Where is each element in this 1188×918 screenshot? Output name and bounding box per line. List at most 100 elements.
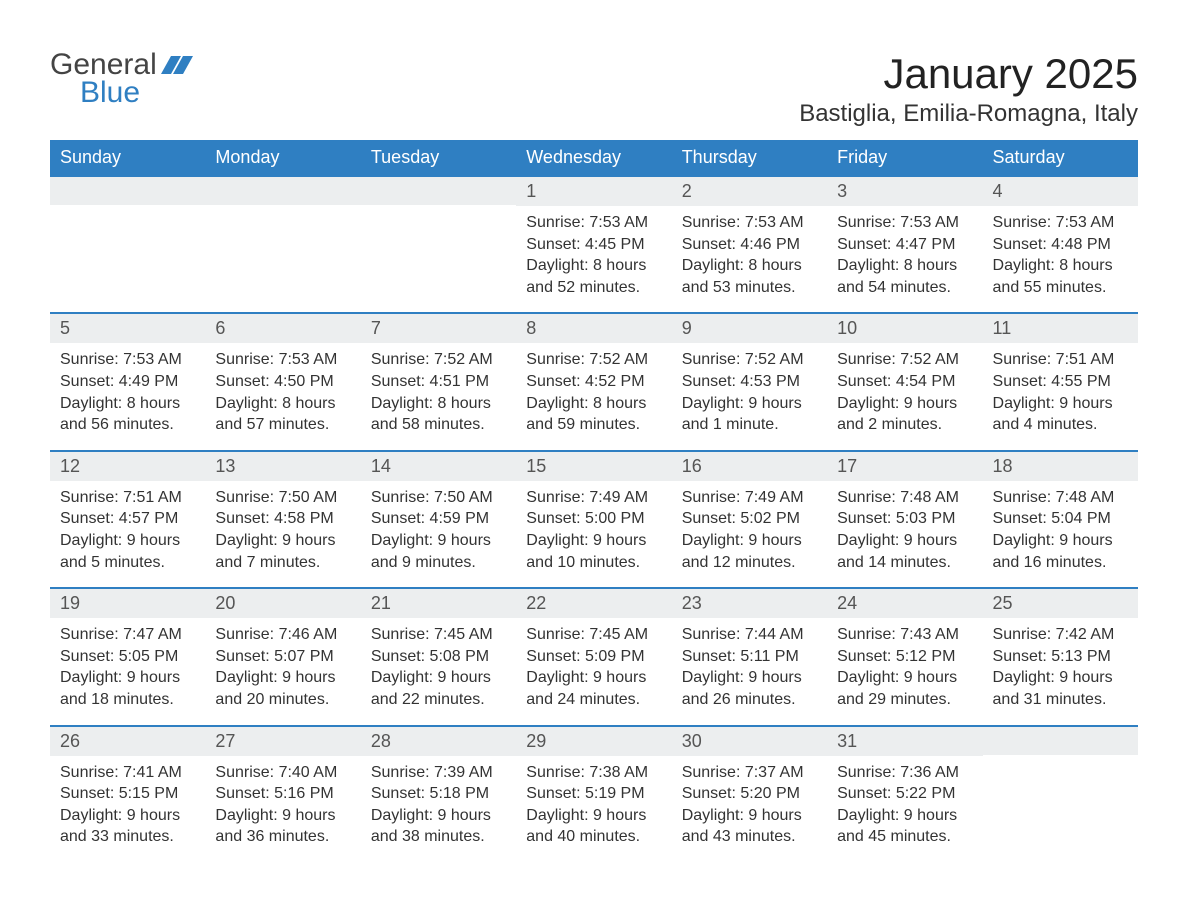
day-cell: 22Sunrise: 7:45 AMSunset: 5:09 PMDayligh… <box>516 589 671 724</box>
day-body: Sunrise: 7:52 AMSunset: 4:52 PMDaylight:… <box>516 343 671 435</box>
day-header-row: SundayMondayTuesdayWednesdayThursdayFrid… <box>50 140 1138 175</box>
day-cell: 6Sunrise: 7:53 AMSunset: 4:50 PMDaylight… <box>205 314 360 449</box>
day-body: Sunrise: 7:41 AMSunset: 5:15 PMDaylight:… <box>50 756 205 848</box>
sunset-text: Sunset: 4:46 PM <box>682 234 817 256</box>
daylight-text: Daylight: 9 hours and 18 minutes. <box>60 667 195 710</box>
day-number: 11 <box>983 314 1138 343</box>
daylight-text: Daylight: 9 hours and 40 minutes. <box>526 805 661 848</box>
week-row: 26Sunrise: 7:41 AMSunset: 5:15 PMDayligh… <box>50 725 1138 862</box>
day-number: 28 <box>361 727 516 756</box>
day-number: 9 <box>672 314 827 343</box>
day-body: Sunrise: 7:49 AMSunset: 5:02 PMDaylight:… <box>672 481 827 573</box>
day-cell: 2Sunrise: 7:53 AMSunset: 4:46 PMDaylight… <box>672 177 827 312</box>
day-cell <box>205 177 360 312</box>
day-number: 16 <box>672 452 827 481</box>
sunrise-text: Sunrise: 7:45 AM <box>526 624 661 646</box>
sunset-text: Sunset: 4:57 PM <box>60 508 195 530</box>
day-number: 19 <box>50 589 205 618</box>
day-body: Sunrise: 7:47 AMSunset: 5:05 PMDaylight:… <box>50 618 205 710</box>
daylight-text: Daylight: 9 hours and 14 minutes. <box>837 530 972 573</box>
daylight-text: Daylight: 9 hours and 26 minutes. <box>682 667 817 710</box>
sunrise-text: Sunrise: 7:49 AM <box>682 487 817 509</box>
day-cell: 30Sunrise: 7:37 AMSunset: 5:20 PMDayligh… <box>672 727 827 862</box>
sunset-text: Sunset: 4:58 PM <box>215 508 350 530</box>
sunrise-text: Sunrise: 7:52 AM <box>526 349 661 371</box>
sunrise-text: Sunrise: 7:44 AM <box>682 624 817 646</box>
day-number: 4 <box>983 177 1138 206</box>
daylight-text: Daylight: 9 hours and 7 minutes. <box>215 530 350 573</box>
sunset-text: Sunset: 5:08 PM <box>371 646 506 668</box>
sunset-text: Sunset: 5:18 PM <box>371 783 506 805</box>
day-body: Sunrise: 7:43 AMSunset: 5:12 PMDaylight:… <box>827 618 982 710</box>
daylight-text: Daylight: 8 hours and 52 minutes. <box>526 255 661 298</box>
day-cell <box>50 177 205 312</box>
day-body: Sunrise: 7:50 AMSunset: 4:58 PMDaylight:… <box>205 481 360 573</box>
sunrise-text: Sunrise: 7:52 AM <box>837 349 972 371</box>
sunrise-text: Sunrise: 7:40 AM <box>215 762 350 784</box>
day-cell: 20Sunrise: 7:46 AMSunset: 5:07 PMDayligh… <box>205 589 360 724</box>
day-header-cell: Thursday <box>672 140 827 175</box>
day-number: 21 <box>361 589 516 618</box>
sunrise-text: Sunrise: 7:36 AM <box>837 762 972 784</box>
sunrise-text: Sunrise: 7:52 AM <box>371 349 506 371</box>
daylight-text: Daylight: 9 hours and 22 minutes. <box>371 667 506 710</box>
day-number: 7 <box>361 314 516 343</box>
daylight-text: Daylight: 9 hours and 43 minutes. <box>682 805 817 848</box>
sunset-text: Sunset: 5:04 PM <box>993 508 1128 530</box>
day-cell: 25Sunrise: 7:42 AMSunset: 5:13 PMDayligh… <box>983 589 1138 724</box>
logo-flag-icon <box>161 50 195 80</box>
sunset-text: Sunset: 4:50 PM <box>215 371 350 393</box>
sunrise-text: Sunrise: 7:53 AM <box>682 212 817 234</box>
day-number: 3 <box>827 177 982 206</box>
calendar: SundayMondayTuesdayWednesdayThursdayFrid… <box>50 140 1138 862</box>
day-number <box>50 177 205 205</box>
day-number: 6 <box>205 314 360 343</box>
day-number: 25 <box>983 589 1138 618</box>
day-body: Sunrise: 7:53 AMSunset: 4:50 PMDaylight:… <box>205 343 360 435</box>
sunset-text: Sunset: 5:12 PM <box>837 646 972 668</box>
daylight-text: Daylight: 8 hours and 53 minutes. <box>682 255 817 298</box>
day-body: Sunrise: 7:51 AMSunset: 4:57 PMDaylight:… <box>50 481 205 573</box>
day-body: Sunrise: 7:40 AMSunset: 5:16 PMDaylight:… <box>205 756 360 848</box>
day-number: 29 <box>516 727 671 756</box>
sunrise-text: Sunrise: 7:51 AM <box>60 487 195 509</box>
day-number: 22 <box>516 589 671 618</box>
day-header-cell: Sunday <box>50 140 205 175</box>
weeks-container: 1Sunrise: 7:53 AMSunset: 4:45 PMDaylight… <box>50 175 1138 862</box>
logo-text-blue: Blue <box>80 78 195 108</box>
sunrise-text: Sunrise: 7:37 AM <box>682 762 817 784</box>
day-cell: 3Sunrise: 7:53 AMSunset: 4:47 PMDaylight… <box>827 177 982 312</box>
sunrise-text: Sunrise: 7:50 AM <box>371 487 506 509</box>
page-header: General Blue January 2025 Bastiglia, Emi… <box>50 50 1138 128</box>
day-body: Sunrise: 7:51 AMSunset: 4:55 PMDaylight:… <box>983 343 1138 435</box>
sunset-text: Sunset: 5:16 PM <box>215 783 350 805</box>
daylight-text: Daylight: 8 hours and 59 minutes. <box>526 393 661 436</box>
day-body: Sunrise: 7:36 AMSunset: 5:22 PMDaylight:… <box>827 756 982 848</box>
sunset-text: Sunset: 4:47 PM <box>837 234 972 256</box>
sunrise-text: Sunrise: 7:43 AM <box>837 624 972 646</box>
sunset-text: Sunset: 4:52 PM <box>526 371 661 393</box>
sunrise-text: Sunrise: 7:53 AM <box>526 212 661 234</box>
day-cell: 29Sunrise: 7:38 AMSunset: 5:19 PMDayligh… <box>516 727 671 862</box>
sunset-text: Sunset: 4:54 PM <box>837 371 972 393</box>
sunset-text: Sunset: 4:53 PM <box>682 371 817 393</box>
day-cell: 17Sunrise: 7:48 AMSunset: 5:03 PMDayligh… <box>827 452 982 587</box>
day-number: 30 <box>672 727 827 756</box>
daylight-text: Daylight: 9 hours and 29 minutes. <box>837 667 972 710</box>
day-cell: 9Sunrise: 7:52 AMSunset: 4:53 PMDaylight… <box>672 314 827 449</box>
sunrise-text: Sunrise: 7:48 AM <box>993 487 1128 509</box>
day-number: 26 <box>50 727 205 756</box>
daylight-text: Daylight: 9 hours and 33 minutes. <box>60 805 195 848</box>
day-cell: 21Sunrise: 7:45 AMSunset: 5:08 PMDayligh… <box>361 589 516 724</box>
day-header-cell: Wednesday <box>516 140 671 175</box>
daylight-text: Daylight: 9 hours and 1 minute. <box>682 393 817 436</box>
daylight-text: Daylight: 8 hours and 56 minutes. <box>60 393 195 436</box>
sunrise-text: Sunrise: 7:49 AM <box>526 487 661 509</box>
day-number: 14 <box>361 452 516 481</box>
day-body: Sunrise: 7:48 AMSunset: 5:04 PMDaylight:… <box>983 481 1138 573</box>
sunrise-text: Sunrise: 7:48 AM <box>837 487 972 509</box>
sunrise-text: Sunrise: 7:39 AM <box>371 762 506 784</box>
day-body: Sunrise: 7:53 AMSunset: 4:45 PMDaylight:… <box>516 206 671 298</box>
day-number: 24 <box>827 589 982 618</box>
page-subtitle: Bastiglia, Emilia-Romagna, Italy <box>799 100 1138 128</box>
